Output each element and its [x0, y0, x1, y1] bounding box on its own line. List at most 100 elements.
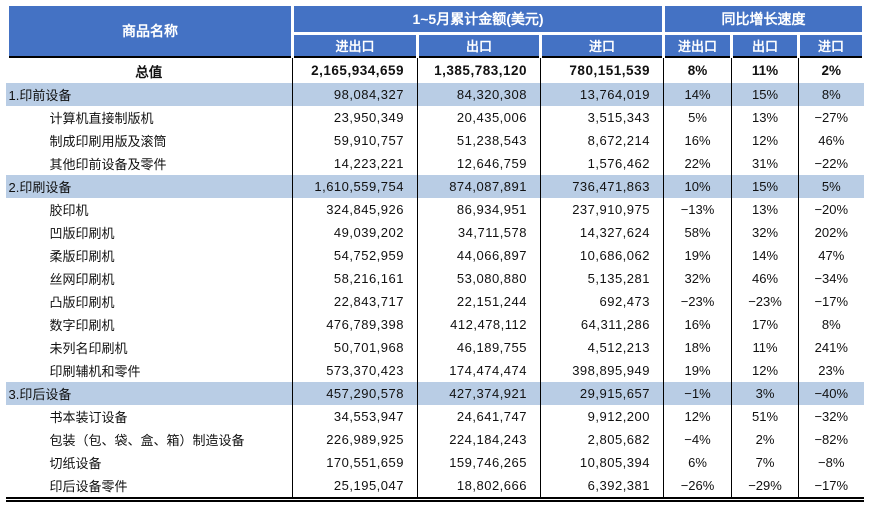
growth-cell: 14%: [663, 83, 732, 106]
amount-cell: 18,802,666: [417, 474, 541, 502]
product-name-cell: 计算机直接制版机: [5, 106, 293, 129]
growth-cell: 12%: [731, 359, 799, 382]
growth-cell: 3%: [731, 382, 799, 405]
amount-cell: 53,080,880: [417, 267, 541, 290]
growth-cell: 31%: [731, 152, 799, 175]
amount-cell: 226,989,925: [292, 428, 418, 451]
amount-cell: 170,551,659: [292, 451, 418, 474]
growth-cell: −20%: [814, 202, 849, 217]
growth-cell: 19%: [663, 359, 732, 382]
growth-cell: 241%: [814, 340, 848, 355]
amount-cell: 6,392,381: [540, 474, 664, 502]
amount-cell: 2,805,682: [540, 428, 664, 451]
amount-cell: 224,184,243: [417, 428, 541, 451]
amount-cell: 29,915,657: [540, 382, 664, 405]
product-name-cell: 印刷辅机和零件: [5, 359, 293, 382]
table-row-item: 包装（包、袋、盒、箱）制造设备 226,989,925 224,184,243 2,8…: [5, 428, 864, 451]
growth-cell: −29%: [731, 474, 799, 502]
product-name-cell: 凹版印刷机: [5, 221, 293, 244]
amount-cell: 13,764,019: [540, 83, 664, 106]
amount-cell: 1,610,559,754: [292, 175, 418, 198]
trade-statistics-table: 商品名称 1~5月累计金额(美元) 同比增长速度 进出口 出口 进口 进出口 出…: [2, 3, 865, 502]
product-name-cell: 印后设备零件: [5, 474, 293, 502]
table-row-item: 印后设备零件 25,195,047 18,802,666 6,392,381 −26% −…: [5, 474, 864, 502]
growth-cell: 46%: [818, 133, 845, 148]
amount-cell: 84,320,308: [417, 83, 541, 106]
table-row-item: 柔版印刷机 54,752,959 44,066,897 10,686,062 19% 14…: [5, 244, 864, 267]
growth-cell: 14%: [731, 244, 799, 267]
table-body: 总值 2,165,934,659 1,385,783,120 780,151,539 8…: [5, 56, 864, 502]
growth-cell: −17%: [814, 294, 849, 309]
growth-cell: 18%: [663, 336, 732, 359]
growth-cell: −26%: [663, 474, 732, 502]
amount-cell: 3,515,343: [540, 106, 664, 129]
amount-cell: 12,646,759: [417, 152, 541, 175]
amount-cell: 54,752,959: [292, 244, 418, 267]
growth-cell: −1%: [663, 382, 732, 405]
growth-cell: 12%: [663, 405, 732, 428]
growth-cell: 7%: [731, 451, 799, 474]
table-row-total: 总值 2,165,934,659 1,385,783,120 780,151,539 8…: [5, 56, 864, 83]
amount-cell: 23,950,349: [292, 106, 418, 129]
table-row-section: 2.印刷设备 1,610,559,754 874,087,891 736,471,86…: [5, 175, 864, 198]
table-row-item: 数字印刷机 476,789,398 412,478,112 64,311,286 16%…: [5, 313, 864, 336]
amount-cell: 692,473: [540, 290, 664, 313]
table-row-item: 印刷辅机和零件 573,370,423 174,474,474 398,895,949…: [5, 359, 864, 382]
amount-cell: 10,686,062: [540, 244, 664, 267]
growth-cell: −22%: [814, 156, 849, 171]
amount-cell: 1,385,783,120: [417, 56, 541, 83]
amount-cell: 736,471,863: [540, 175, 664, 198]
growth-cell: −4%: [663, 428, 732, 451]
product-name-cell: 未列名印刷机: [5, 336, 293, 359]
growth-cell: −32%: [814, 409, 849, 424]
growth-cell: −82%: [814, 432, 849, 447]
amount-cell: 22,151,244: [417, 290, 541, 313]
growth-cell: 32%: [731, 221, 799, 244]
amount-cell: 8,672,214: [540, 129, 664, 152]
header-growth-group: 同比增长速度: [662, 3, 865, 35]
growth-cell: 16%: [663, 313, 732, 336]
amount-cell: 5,135,281: [540, 267, 664, 290]
growth-cell: 15%: [731, 83, 799, 106]
amount-cell: 10,805,394: [540, 451, 664, 474]
product-name-cell: 书本装订设备: [5, 405, 293, 428]
product-name-cell: 胶印机: [5, 198, 293, 221]
amount-cell: 14,223,221: [292, 152, 418, 175]
table-row-section: 3.印后设备 457,290,578 427,374,921 29,915,657 −1…: [5, 382, 864, 405]
amount-cell: 46,189,755: [417, 336, 541, 359]
table-row-item: 计算机直接制版机 23,950,349 20,435,006 3,515,343 5% 1…: [5, 106, 864, 129]
header-amount-export: 出口: [416, 32, 542, 57]
growth-cell: 12%: [731, 129, 799, 152]
amount-cell: 237,910,975: [540, 198, 664, 221]
growth-cell: 11%: [731, 56, 799, 83]
amount-cell: 44,066,897: [417, 244, 541, 267]
amount-cell: 159,746,265: [417, 451, 541, 474]
amount-cell: 874,087,891: [417, 175, 541, 198]
growth-cell: −27%: [814, 110, 849, 125]
product-name-cell: 凸版印刷机: [5, 290, 293, 313]
table-row-item: 切纸设备 170,551,659 159,746,265 10,805,394 6% 7%…: [5, 451, 864, 474]
growth-cell: 5%: [663, 106, 732, 129]
growth-cell: 11%: [731, 336, 799, 359]
amount-cell: 573,370,423: [292, 359, 418, 382]
product-name-cell: 制成印刷用版及滚筒: [5, 129, 293, 152]
product-name-cell: 3.印后设备: [5, 382, 293, 405]
table-row-section: 1.印前设备 98,084,327 84,320,308 13,764,019 14% 1…: [5, 83, 864, 106]
growth-cell: 202%: [814, 225, 848, 240]
table-header: 商品名称 1~5月累计金额(美元) 同比增长速度 进出口 出口 进口 进出口 出…: [2, 3, 865, 57]
amount-cell: 20,435,006: [417, 106, 541, 129]
amount-cell: 49,039,202: [292, 221, 418, 244]
amount-cell: 2,165,934,659: [292, 56, 418, 83]
amount-cell: 412,478,112: [417, 313, 541, 336]
growth-cell: 6%: [663, 451, 732, 474]
growth-cell: 10%: [663, 175, 732, 198]
growth-cell: 47%: [818, 248, 845, 263]
amount-cell: 98,084,327: [292, 83, 418, 106]
growth-cell: −34%: [814, 271, 849, 286]
amount-cell: 64,311,286: [540, 313, 664, 336]
growth-cell: −23%: [731, 290, 799, 313]
growth-cell: 2%: [731, 428, 799, 451]
header-amount-import: 进口: [539, 32, 665, 57]
amount-cell: 9,912,200: [540, 405, 664, 428]
amount-cell: 34,711,578: [417, 221, 541, 244]
